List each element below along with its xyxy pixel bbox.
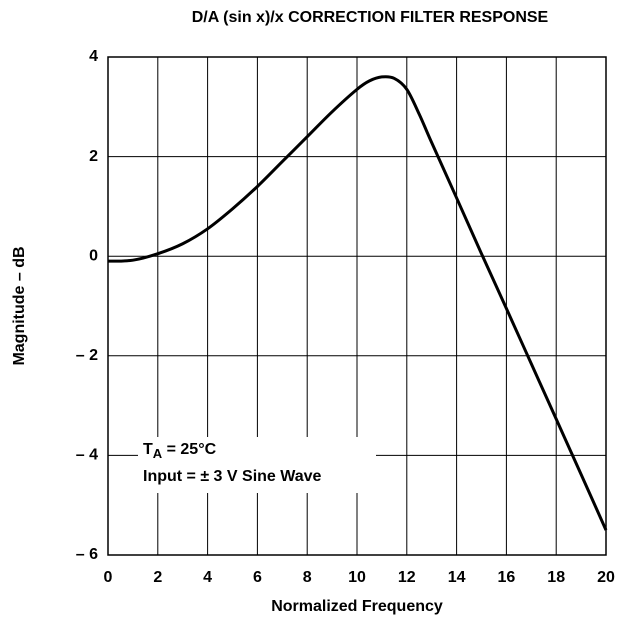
x-tick-label: 20 bbox=[597, 569, 615, 586]
y-tick-label: – 4 bbox=[76, 447, 98, 464]
annotation-symbol: T bbox=[143, 441, 153, 458]
x-tick-label: 0 bbox=[104, 569, 113, 586]
x-tick-label: 2 bbox=[153, 569, 162, 586]
annotation-condition: = 25°C bbox=[162, 441, 216, 458]
x-tick-label: 14 bbox=[448, 569, 466, 586]
annotation: TA = 25°C bbox=[143, 441, 217, 461]
y-tick-label: – 2 bbox=[76, 347, 98, 364]
annotation-subscript: A bbox=[153, 446, 163, 461]
y-axis-label: Magnitude – dB bbox=[11, 246, 28, 365]
chart-title: D/A (sin x)/x CORRECTION FILTER RESPONSE bbox=[192, 9, 549, 26]
x-tick-label: 18 bbox=[547, 569, 565, 586]
annotation: Input = ± 3 V Sine Wave bbox=[143, 468, 322, 485]
x-tick-label: 12 bbox=[398, 569, 416, 586]
response-line bbox=[107, 75, 608, 531]
y-tick-label: – 6 bbox=[76, 546, 98, 563]
x-tick-label: 16 bbox=[498, 569, 516, 586]
x-tick-label: 8 bbox=[303, 569, 312, 586]
y-tick-label: 0 bbox=[89, 247, 98, 264]
x-tick-label: 10 bbox=[348, 569, 366, 586]
y-tick-label: 4 bbox=[89, 48, 98, 65]
x-tick-label: 6 bbox=[253, 569, 262, 586]
x-tick-label: 4 bbox=[203, 569, 212, 586]
plot-frame bbox=[107, 56, 607, 556]
x-axis-label: Normalized Frequency bbox=[271, 598, 443, 615]
annotation-box bbox=[138, 437, 376, 493]
y-tick-label: 2 bbox=[89, 148, 98, 165]
